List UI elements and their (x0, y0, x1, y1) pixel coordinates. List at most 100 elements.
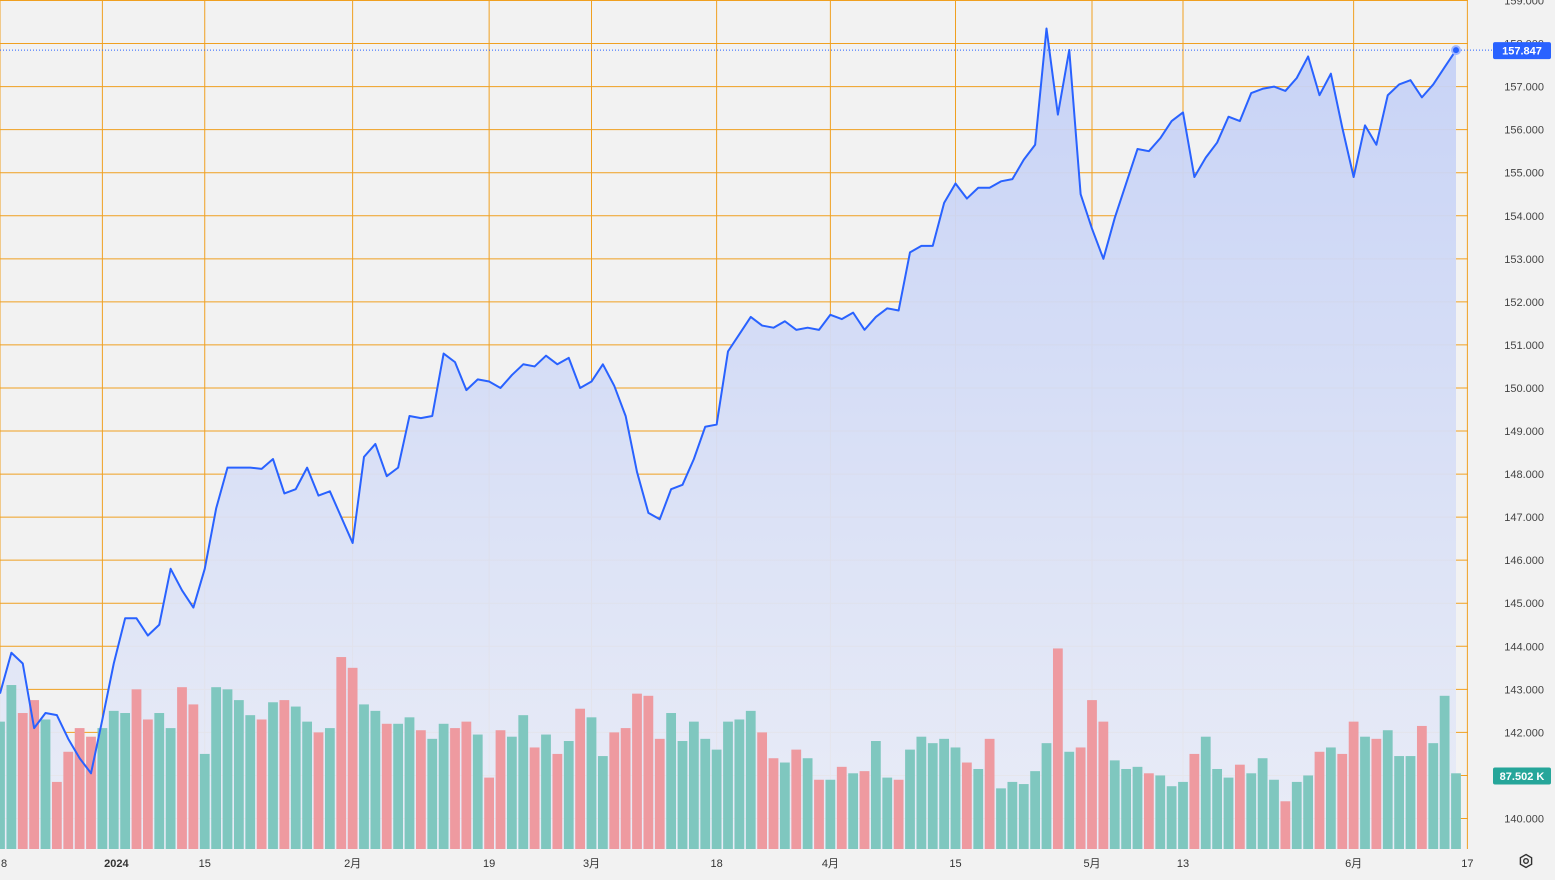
time-tick-label: 5月 (1083, 858, 1100, 870)
volume-bar (359, 704, 369, 849)
volume-bar (313, 732, 324, 849)
volume-bar (745, 710, 756, 849)
volume-bar (63, 751, 74, 849)
volume-bar (438, 723, 449, 849)
volume-bar (6, 685, 17, 849)
volume-bar (1269, 779, 1279, 849)
price-tick-label: 146.000 (1504, 555, 1544, 567)
price-tick-label: 153.000 (1504, 254, 1544, 266)
volume-bar (506, 736, 517, 849)
volume-bar (575, 708, 586, 849)
volume-bar (29, 700, 40, 849)
volume-bar (905, 749, 915, 849)
volume-bar (1303, 775, 1314, 849)
volume-bar (677, 741, 688, 849)
price-tick-label: 147.000 (1504, 512, 1544, 524)
volume-bar (256, 719, 267, 849)
volume-bar (427, 738, 438, 849)
volume-bar (245, 715, 256, 849)
volume-bar (939, 738, 950, 849)
volume-bar (688, 721, 699, 849)
volume-bar (1223, 777, 1234, 849)
volume-bar (165, 728, 176, 849)
gear-icon (1518, 853, 1534, 874)
volume-bar (188, 704, 199, 849)
volume-bar (529, 747, 540, 849)
time-tick-label: 4月 (822, 858, 839, 870)
volume-bar (131, 689, 142, 849)
volume-bar (40, 719, 51, 849)
volume-bar (347, 667, 358, 849)
volume-bar (0, 721, 5, 849)
volume-bar (666, 713, 677, 849)
volume-bar (597, 756, 608, 849)
volume-bar (279, 700, 290, 849)
chart-settings-button[interactable] (1516, 853, 1536, 873)
volume-bar (1189, 753, 1200, 849)
volume-bar (1257, 758, 1268, 849)
volume-bar (586, 717, 597, 849)
volume-bar (51, 781, 62, 849)
volume-bar (1143, 773, 1154, 849)
volume-bar (723, 721, 733, 849)
volume-bar (1212, 768, 1223, 849)
price-tick-label: 140.000 (1504, 814, 1544, 826)
last-price-label-bg (1493, 42, 1551, 60)
volume-bar (1007, 781, 1018, 849)
volume-bar (620, 728, 631, 849)
volume-bar (1439, 695, 1450, 849)
volume-bar (472, 734, 483, 849)
time-tick-label: 15 (949, 858, 961, 870)
volume-bar (415, 730, 426, 849)
time-tick-label: 17 (1461, 858, 1473, 870)
time-tick-label: 18 (711, 858, 723, 870)
plot-area (0, 0, 1468, 849)
volume-bar (1348, 721, 1359, 849)
volume-bar (154, 713, 165, 849)
volume-bar (779, 762, 790, 849)
volume-label: 87.502 K (1493, 767, 1551, 785)
volume-bar (1132, 766, 1143, 849)
price-tick-label: 142.000 (1504, 727, 1544, 739)
last-price-marker (1451, 45, 1461, 56)
volume-bar (950, 747, 961, 849)
volume-label-text: 87.502 K (1500, 771, 1545, 783)
volume-bar (996, 788, 1006, 849)
volume-bar (814, 779, 824, 849)
volume-bar (336, 657, 347, 849)
last-price-label: 157.847 (1493, 42, 1551, 60)
volume-bar (484, 777, 495, 849)
volume-bar (324, 728, 335, 849)
volume-bar (802, 758, 813, 849)
volume-bar (450, 728, 460, 849)
volume-bar (711, 749, 722, 849)
volume-bar (1382, 730, 1393, 849)
volume-bar (518, 715, 529, 849)
volume-bar (381, 723, 392, 849)
volume-bar (848, 773, 859, 849)
price-tick-label: 149.000 (1504, 426, 1544, 438)
volume-bar (461, 721, 472, 849)
volume-bar (1416, 725, 1427, 849)
volume-bar (120, 713, 131, 849)
volume-bar (495, 730, 506, 849)
volume-bar (1087, 700, 1097, 849)
volume-bar (700, 738, 711, 849)
volume-bar (404, 717, 415, 849)
volume-bar (1030, 771, 1041, 849)
volume-bar (791, 749, 802, 849)
price-tick-label: 154.000 (1504, 211, 1544, 223)
time-tick-label: 2月 (344, 858, 361, 870)
volume-bar (1246, 773, 1257, 849)
price-tick-label: 152.000 (1504, 297, 1544, 309)
volume-bar (302, 721, 313, 849)
price-tick-label: 155.000 (1504, 168, 1544, 180)
volume-bar (1405, 756, 1416, 849)
volume-bar (1200, 736, 1211, 849)
volume-bar (1121, 768, 1132, 849)
volume-bar (632, 693, 642, 849)
volume-bar (1166, 786, 1177, 849)
volume-bar (1280, 801, 1291, 849)
